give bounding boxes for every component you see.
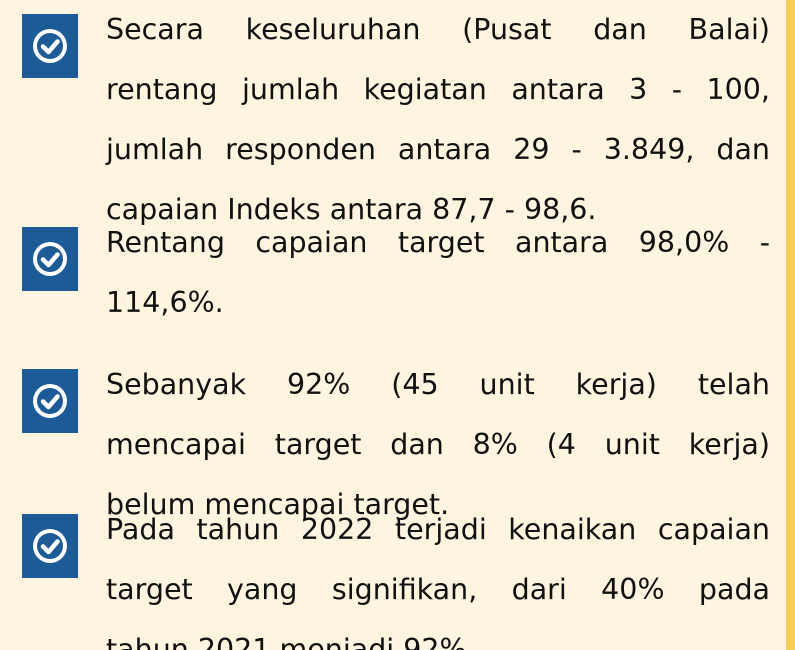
item-text-line: mencapai target dan 8% (4 unit kerja) [106, 428, 770, 461]
item-text-line: Rentang capaian target antara 98,0% - [106, 226, 770, 259]
item-text-line: target yang signifikan, dari 40% pada [106, 573, 770, 606]
item-text-line: 114,6%. [106, 286, 224, 319]
item-text-line: belum mencapai target. [106, 488, 450, 521]
item-text-line: Pada tahun 2022 terjadi kenaikan capaian [106, 513, 770, 546]
check-icon [22, 369, 78, 433]
item-text-line: jumlah responden antara 29 - 3.849, dan [106, 133, 770, 166]
check-glyph [33, 29, 67, 63]
item-text-line: rentang jumlah kegiatan antara 3 - 100, [106, 73, 770, 106]
side-strip [786, 0, 795, 650]
check-glyph [33, 384, 67, 418]
item-text-line: Sebanyak 92% (45 unit kerja) telah [106, 368, 770, 401]
check-glyph [33, 529, 67, 563]
check-icon [22, 227, 78, 291]
item-text-line: Secara keseluruhan (Pusat dan Balai) [106, 13, 770, 46]
check-icon [22, 14, 78, 78]
check-icon [22, 514, 78, 578]
item-text-line: capaian Indeks antara 87,7 - 98,6. [106, 193, 597, 226]
item-text-line: tahun 2021 menjadi 92%. [106, 633, 476, 650]
check-glyph [33, 242, 67, 276]
